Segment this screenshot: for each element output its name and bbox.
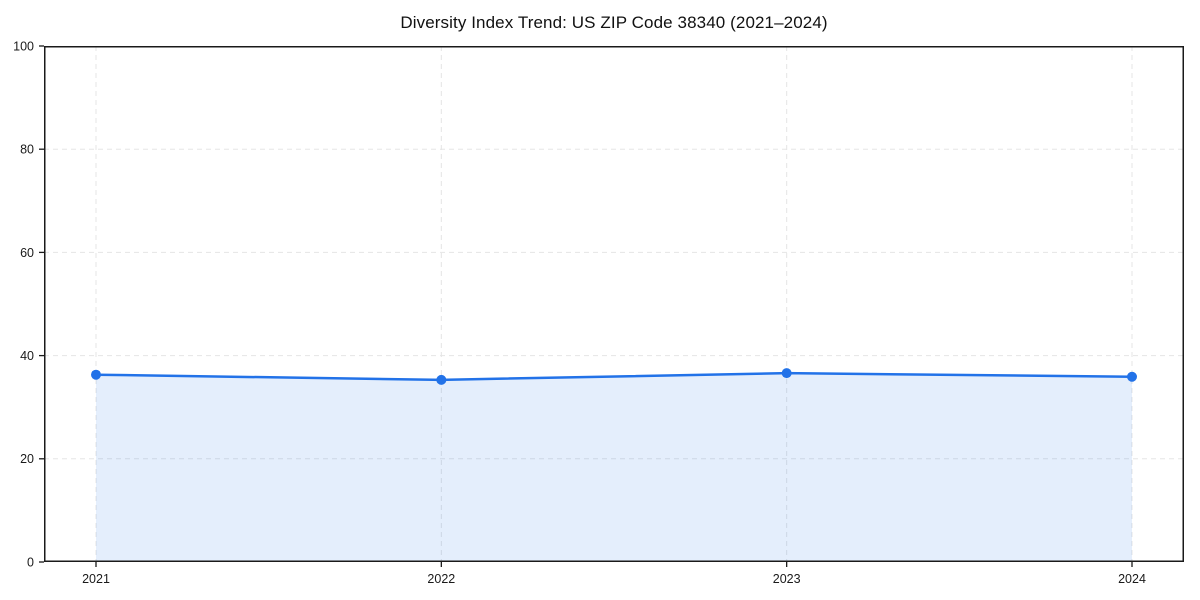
- x-axis-tick-label: 2024: [1118, 572, 1146, 586]
- y-axis-tick-label: 80: [20, 143, 34, 157]
- data-point-marker: [436, 374, 447, 385]
- y-axis-tick-label: 60: [20, 246, 34, 260]
- y-axis-tick-label: 100: [13, 39, 34, 53]
- trend-line: [94, 371, 1134, 382]
- y-axis-tick-label: 40: [20, 349, 34, 363]
- y-axis-tick-label: 0: [27, 555, 34, 569]
- data-point-marker: [91, 369, 101, 380]
- plot-area: 0 20 40 60 80 100 2021 2022 2023 2024: [13, 39, 1184, 586]
- data-point-marker: [781, 368, 792, 379]
- x-axis-tick-label: 2021: [82, 572, 110, 586]
- plot-border: [44, 46, 1184, 562]
- area-fill: [96, 373, 1132, 562]
- x-axis-tick-label: 2022: [427, 572, 455, 586]
- x-axis-tick-label: 2023: [773, 572, 801, 586]
- y-axis-tick-label: 20: [20, 452, 34, 466]
- data-point-marker: [1127, 371, 1137, 382]
- chart-title: Diversity Index Trend: US ZIP Code 38340…: [400, 13, 828, 32]
